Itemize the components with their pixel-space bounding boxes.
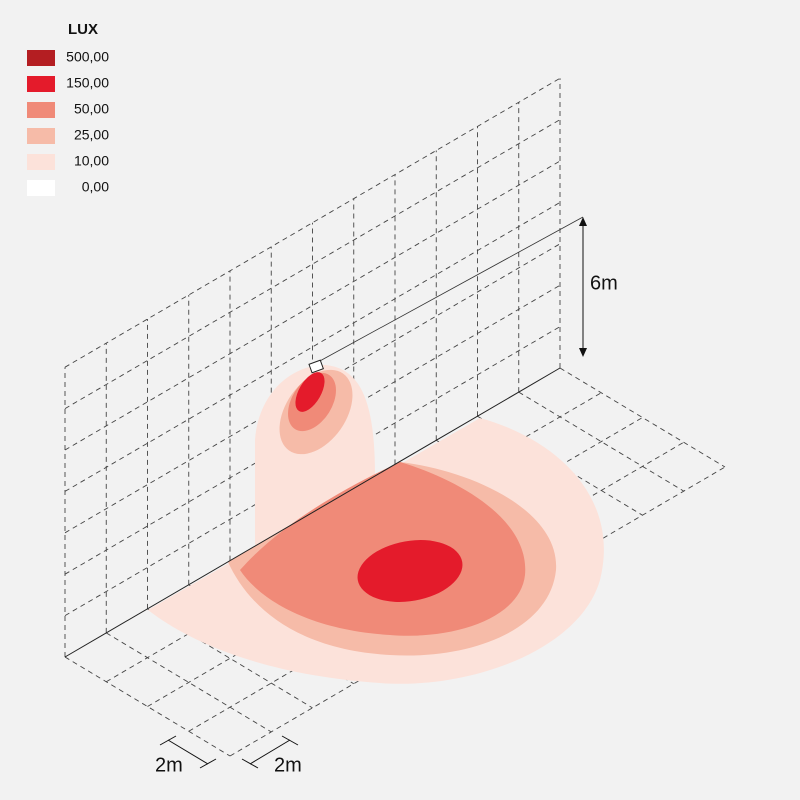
grid-line — [188, 441, 684, 732]
lux-areas — [148, 365, 604, 684]
grid-line — [64, 284, 561, 575]
mount-line — [317, 216, 584, 363]
legend-label: 0,00 — [82, 179, 109, 195]
legend-swatch — [27, 76, 55, 92]
height-dimension — [579, 217, 587, 357]
legend-label: 500,00 — [66, 49, 109, 65]
grid-line — [64, 77, 561, 368]
grid-y-label: 2m — [274, 754, 302, 776]
lamp — [308, 359, 324, 374]
legend-swatch — [27, 102, 55, 118]
legend-swatch — [27, 50, 55, 66]
height-label: 6m — [590, 272, 618, 294]
legend-label: 50,00 — [74, 101, 109, 117]
grid-line — [64, 119, 561, 409]
grid-line — [559, 367, 726, 468]
grid-line — [64, 243, 561, 534]
legend-label: 10,00 — [74, 153, 109, 169]
legend-title: LUX — [68, 21, 98, 38]
legend-swatch — [27, 180, 55, 196]
grid-line — [64, 160, 561, 451]
legend-swatch — [27, 154, 55, 170]
legend-label: 25,00 — [74, 127, 109, 143]
area-150-wall — [295, 372, 325, 412]
legend-label: 150,00 — [66, 75, 109, 91]
legend: 500,00 150,00 50,00 25,00 10,00 0,00 — [27, 49, 109, 196]
grid-dimensions — [159, 735, 299, 769]
grid-line — [64, 326, 561, 616]
grid-x-label: 2m — [155, 754, 183, 776]
legend-swatch — [27, 128, 55, 144]
wall-base — [64, 367, 561, 658]
grid-line — [64, 202, 561, 492]
grid-line — [229, 466, 726, 757]
area-150 — [357, 540, 463, 602]
